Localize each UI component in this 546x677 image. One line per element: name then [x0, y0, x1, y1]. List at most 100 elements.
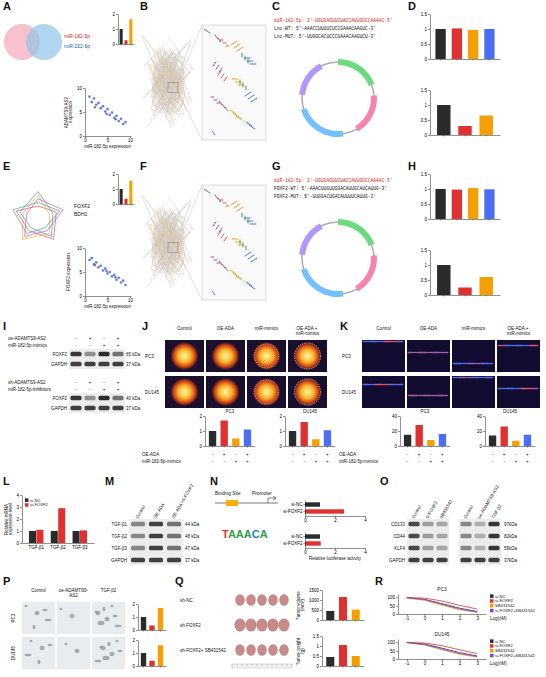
nucleus: [470, 363, 472, 365]
nucleus: [513, 345, 515, 347]
tick-mark: [398, 416, 400, 417]
blot-band: [167, 546, 181, 550]
axis: 00.511.5: [421, 172, 431, 222]
tick-label: 0: [279, 444, 282, 449]
blot-band: [489, 522, 500, 526]
tick: 0: [424, 217, 430, 222]
nucleus: [424, 395, 426, 397]
legend-swatch: [25, 498, 29, 502]
tick-label: 50: [390, 649, 396, 654]
point: [111, 111, 114, 114]
blot-band: [423, 522, 434, 526]
nucleus: [487, 377, 489, 379]
bar: [427, 440, 434, 446]
tick-mark: [442, 446, 443, 448]
tick: 1.5: [421, 172, 430, 177]
tick-mark: [83, 136, 85, 137]
nucleus: [508, 345, 510, 347]
nucleus: [427, 395, 429, 397]
nucleus: [527, 345, 529, 347]
column-head: OE-ADA: [420, 326, 437, 331]
row-label: PC3: [145, 354, 154, 359]
nucleus: [424, 395, 426, 397]
nucleus: [398, 341, 400, 343]
boundary: [255, 380, 279, 404]
tick-label: 2: [112, 172, 115, 177]
nucleus: [481, 377, 483, 379]
nucleus: [431, 395, 433, 397]
axis-line: [430, 91, 431, 136]
nucleus: [468, 377, 470, 379]
nucleus: [379, 384, 381, 386]
residue: [217, 263, 220, 264]
tick: [527, 446, 528, 448]
nucleus: [410, 395, 412, 397]
nucleus: [430, 395, 432, 397]
blot-band: [85, 406, 96, 410]
nucleus: [462, 363, 464, 365]
nucleus: [465, 377, 467, 379]
tick-label: si-FOXF2: [283, 509, 303, 514]
nucleus: [526, 388, 528, 390]
legend-swatch: [490, 599, 494, 603]
point: [97, 266, 100, 269]
axis-line: [22, 496, 23, 544]
colony: [294, 342, 322, 370]
nucleus: [482, 363, 484, 365]
tick: [330, 666, 331, 668]
tick: 1500: [309, 588, 322, 593]
residue: [234, 204, 240, 208]
tick-label: 0: [424, 616, 427, 621]
nucleus: [439, 395, 441, 397]
sign: +: [117, 387, 120, 392]
nucleus: [377, 384, 379, 386]
sphere: [70, 614, 75, 618]
axis: [431, 135, 501, 137]
bar: [51, 531, 58, 543]
chart-bar: 00.511.5: [421, 248, 501, 298]
nucleus: [415, 352, 417, 354]
tick: 0: [84, 296, 87, 303]
nucleus: [500, 388, 502, 390]
sphere: [108, 642, 111, 646]
axis: 012: [132, 602, 138, 633]
nucleus: [434, 395, 436, 397]
nucleus: [437, 395, 439, 397]
tick-mark: [126, 204, 127, 206]
point: [120, 117, 123, 120]
nucleus: [457, 377, 459, 379]
chart-label: PC3: [421, 409, 430, 414]
tick-mark: [465, 135, 466, 137]
bar: [312, 439, 319, 446]
tick: si-FOXF2: [283, 509, 305, 514]
tick-mark: [483, 416, 485, 417]
axis-line: [431, 59, 501, 60]
tick-label: 2: [334, 550, 337, 555]
tick-label: 0: [79, 134, 82, 139]
nucleus: [479, 363, 481, 365]
bar: [437, 265, 450, 295]
residue: [226, 206, 229, 207]
nucleus: [460, 363, 462, 365]
sphere: [98, 621, 105, 625]
column-head: Control: [31, 588, 46, 593]
nucleus: [473, 363, 475, 365]
bar: [301, 422, 308, 446]
axis: 050100: [387, 640, 398, 662]
nucleus: [413, 395, 415, 397]
sign: +: [314, 459, 317, 464]
tick: 0: [479, 444, 485, 449]
nucleus: [363, 341, 365, 343]
axis: [139, 630, 167, 632]
blot-band: [475, 522, 486, 526]
tick-label: 40: [477, 414, 483, 419]
nucleus: [534, 388, 536, 390]
tick-mark: [456, 219, 457, 221]
tick-mark: [116, 44, 118, 45]
group-label: sh-FOXF2+ SB431542: [180, 648, 226, 653]
tick: 1: [424, 27, 430, 32]
nucleus: [506, 345, 508, 347]
micrograph: [247, 340, 286, 372]
nucleus: [513, 388, 515, 390]
chart-bar: 01234TGF-β1TGF-β2TGF-β3Relative mRNA exp…: [4, 493, 95, 550]
